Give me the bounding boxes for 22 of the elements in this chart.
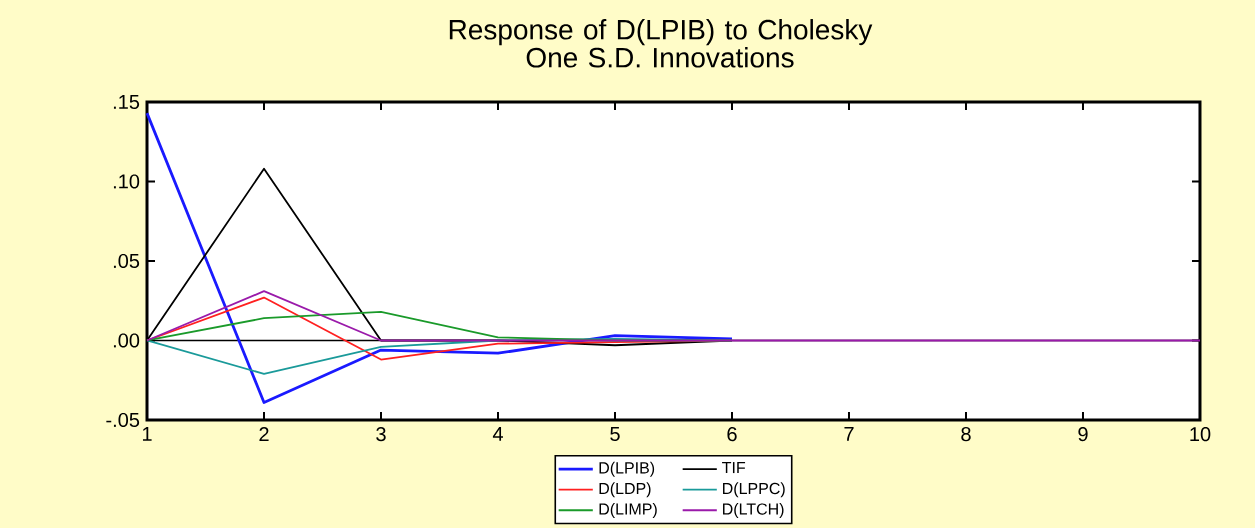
x-tick-label: 7 <box>844 427 854 441</box>
x-tick-label: 2 <box>259 427 269 442</box>
y-tick-label: .10 <box>113 174 140 189</box>
x-tick-label: 8 <box>961 427 971 442</box>
x-tick-label: 6 <box>727 427 737 442</box>
y-tick-label: .15 <box>113 95 140 109</box>
y-tick-label: .00 <box>113 333 140 348</box>
chart-title: Response of D(LPIB) to Cholesky One S.D. Innovations <box>449 19 873 68</box>
x-tick-label: 5 <box>610 427 620 441</box>
legend-label: D(LIMP) <box>599 502 657 518</box>
legend-label: D(LTCH) <box>723 502 784 518</box>
x-tick-label: 9 <box>1078 427 1088 442</box>
x-tick-label: 10 <box>1190 427 1211 442</box>
y-tick-label: .05 <box>113 253 140 269</box>
y-tick-label: -.05 <box>106 412 140 428</box>
legend-label: D(LDP) <box>599 482 651 498</box>
x-tick-label: 4 <box>492 427 503 441</box>
legend-label: D(LPPC) <box>723 482 785 498</box>
legend-label: TIF <box>722 462 746 474</box>
x-tick-label: 1 <box>142 427 152 441</box>
legend-label: D(LPIB) <box>599 461 655 477</box>
x-tick-label: 3 <box>376 427 386 442</box>
